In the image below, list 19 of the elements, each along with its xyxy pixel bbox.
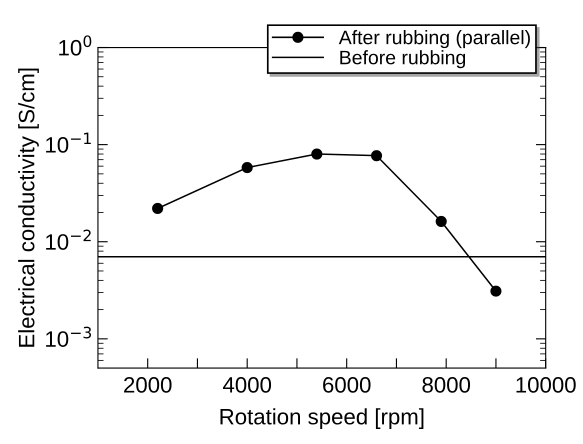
y-tick-label: 10$^{−1}$ — [46, 132, 91, 153]
y-axis-title: Electrical conductivity [S/cm] — [18, 68, 39, 347]
point — [311, 148, 322, 160]
x-tick-label: 2000 — [124, 376, 172, 393]
y-tick-label: 10$^{0}$ — [59, 35, 92, 56]
y-tick-label: 10$^{−2}$ — [46, 230, 91, 250]
point — [436, 216, 447, 227]
legend-label: Before rubbing — [340, 50, 466, 68]
x-tick-label: 6000 — [323, 376, 371, 393]
point — [490, 286, 502, 297]
x-tick-label: 8000 — [422, 376, 470, 393]
y-tick-label: 10$^{−3}$ — [46, 326, 92, 347]
point — [242, 162, 253, 174]
x-tick-label: 10000 — [516, 376, 576, 393]
point — [370, 150, 382, 162]
point — [152, 202, 164, 214]
legend-label: After rubbing (parallel) — [338, 30, 530, 48]
x-tick-label: 4000 — [222, 376, 272, 393]
x-axis-title: Rotation speed [rpm] — [220, 408, 424, 429]
